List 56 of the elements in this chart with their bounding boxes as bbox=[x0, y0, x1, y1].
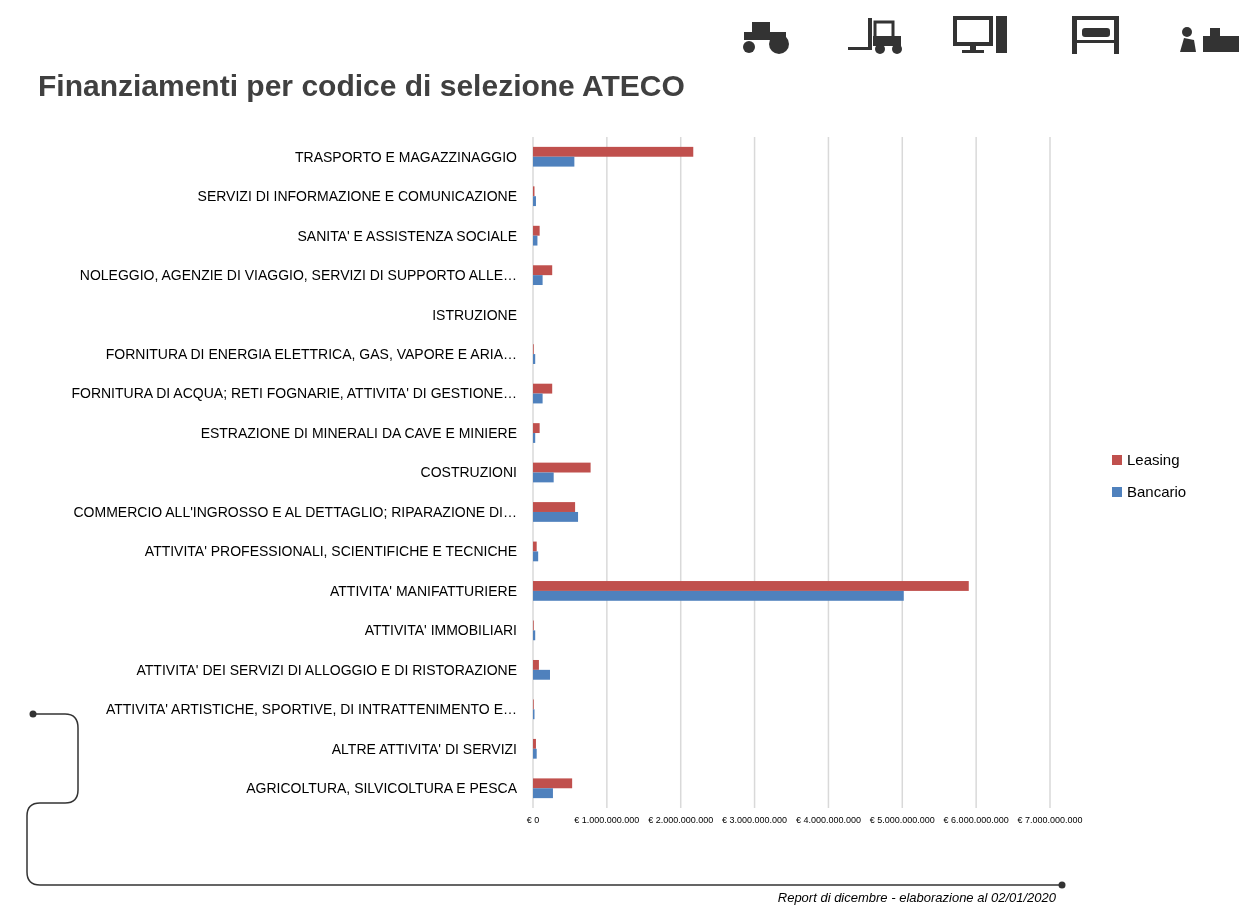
bar bbox=[533, 146, 694, 157]
bar bbox=[533, 738, 536, 749]
bar bbox=[533, 541, 537, 552]
bar bbox=[533, 502, 576, 512]
x-tick-label: € 1.000.000.000 bbox=[574, 815, 640, 826]
bar bbox=[533, 275, 543, 286]
y-tick-label: ISTRUZIONE bbox=[432, 306, 517, 323]
bar bbox=[533, 659, 539, 670]
bar bbox=[533, 788, 553, 799]
bar bbox=[533, 354, 536, 364]
y-tick-label: ESTRAZIONE DI MINERALI DA CAVE E MINIERE bbox=[200, 424, 517, 441]
text: Report di dicembre - elaborazione al 02/01/2020 bbox=[777, 890, 1057, 905]
y-tick-label: ATTIVITA' DEI SERVIZI DI ALLOGGIO E DI RISTORAZIONE bbox=[136, 661, 517, 678]
y-tick-label: ATTIVITA' ARTISTICHE, SPORTIVE, DI INTRATTENIMENTO E… bbox=[105, 701, 517, 718]
bar bbox=[533, 472, 554, 483]
legend-label: Bancario bbox=[1127, 483, 1187, 501]
y-tick-label: FORNITURA DI ACQUA; RETI FOGNARIE, ATTIVITA' DI GESTIONE… bbox=[71, 385, 517, 402]
bar bbox=[533, 383, 553, 394]
bar bbox=[533, 196, 536, 207]
bar bbox=[533, 225, 540, 236]
y-tick-label: ATTIVITA' MANIFATTURIERE bbox=[329, 582, 517, 599]
x-tick-label: € 2.000.000.000 bbox=[648, 815, 714, 826]
bar bbox=[533, 669, 550, 680]
x-tick-label: € 7.000.000.000 bbox=[1017, 815, 1083, 826]
bar bbox=[533, 778, 573, 789]
bar bbox=[533, 235, 538, 246]
x-tick-label: € 0 bbox=[526, 815, 540, 826]
bar bbox=[533, 590, 904, 601]
x-tick-label: € 3.000.000.000 bbox=[722, 815, 788, 826]
bar bbox=[533, 393, 543, 404]
y-tick-label: COSTRUZIONI bbox=[420, 464, 517, 481]
y-tick-label: TRASPORTO E MAGAZZINAGGIO bbox=[295, 148, 518, 165]
y-tick-label: SANITA' E ASSISTENZA SOCIALE bbox=[297, 227, 517, 244]
y-tick-label: FORNITURA DI ENERGIA ELETTRICA, GAS, VAPORE E ARIA… bbox=[105, 345, 517, 362]
bar bbox=[533, 156, 575, 167]
chart-title: Finanziamenti per codice di selezione ATECO bbox=[38, 69, 685, 102]
legend-label: Leasing bbox=[1127, 451, 1180, 469]
x-tick-label: € 4.000.000.000 bbox=[795, 815, 861, 826]
bar bbox=[533, 630, 536, 641]
bar bbox=[533, 433, 536, 443]
y-tick-label: ATTIVITA' IMMOBILIARI bbox=[364, 622, 517, 639]
y-tick-label: SERVIZI DI INFORMAZIONE E COMUNICAZIONE bbox=[197, 188, 517, 205]
x-tick-label: € 6.000.000.000 bbox=[943, 815, 1009, 826]
y-tick-label: ALTRE ATTIVITA' DI SERVIZI bbox=[331, 740, 517, 757]
bar bbox=[533, 551, 539, 562]
bar bbox=[533, 581, 969, 591]
bar bbox=[533, 265, 553, 276]
x-tick-label: € 5.000.000.000 bbox=[869, 815, 935, 826]
y-tick-label: AGRICOLTURA, SILVICOLTURA E PESCA bbox=[246, 780, 518, 797]
y-tick-label: COMMERCIO ALL'INGROSSO E AL DETTAGLIO; RIPARAZIONE DI… bbox=[73, 503, 517, 520]
y-tick-label: ATTIVITA' PROFESSIONALI, SCIENTIFICHE E TECNICHE bbox=[144, 543, 517, 560]
y-tick-label: NOLEGGIO, AGENZIE DI VIAGGIO, SERVIZI DI SUPPORTO ALLE… bbox=[79, 267, 517, 284]
bar bbox=[533, 748, 537, 759]
bar bbox=[533, 423, 540, 434]
bar bbox=[533, 462, 591, 473]
bar bbox=[533, 511, 579, 522]
